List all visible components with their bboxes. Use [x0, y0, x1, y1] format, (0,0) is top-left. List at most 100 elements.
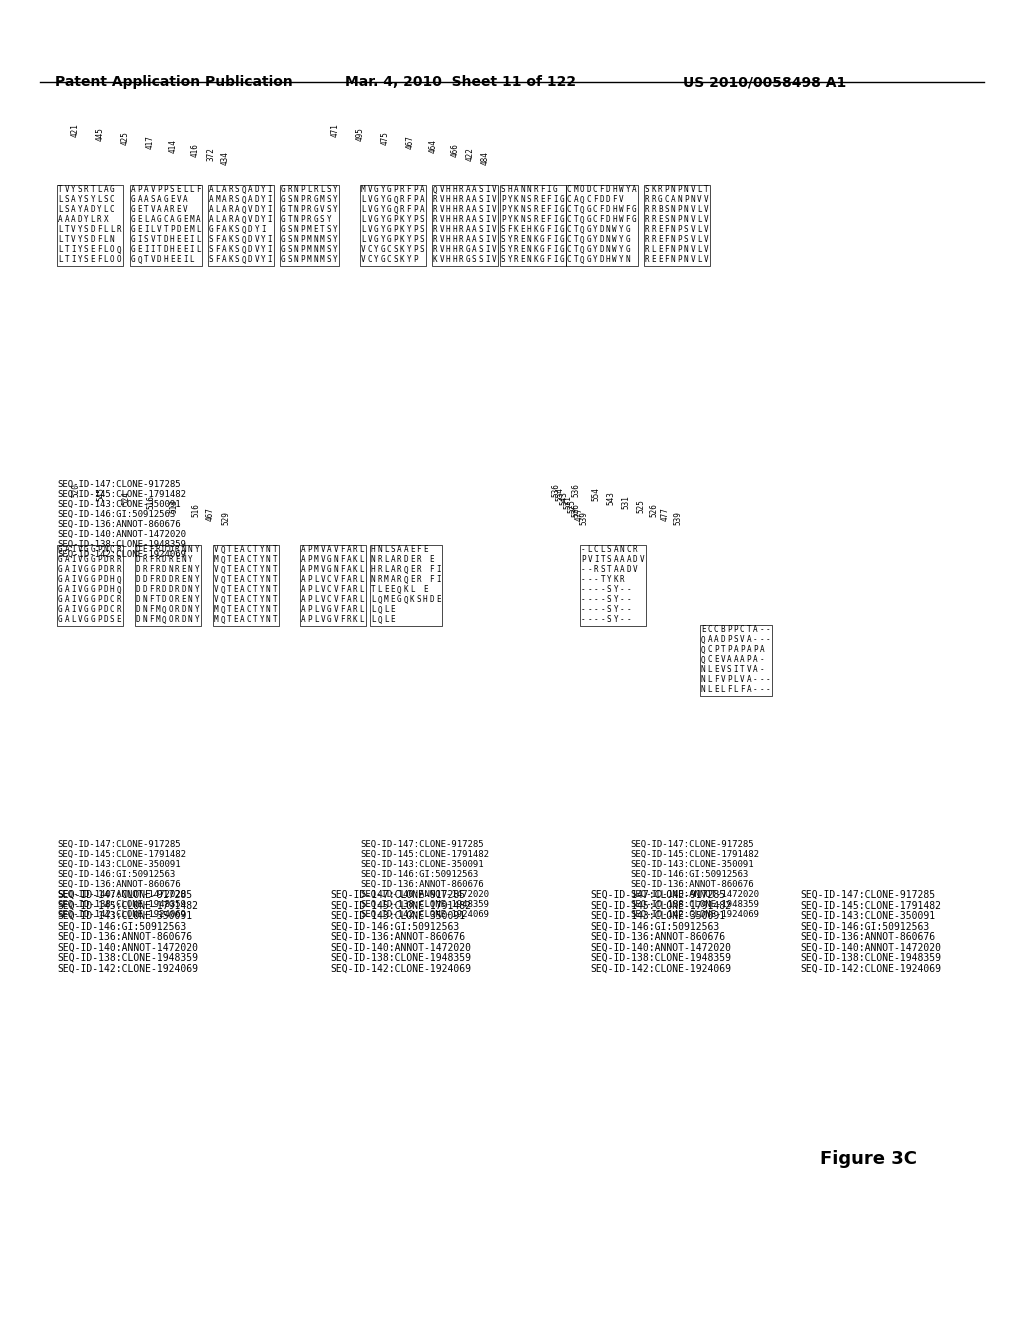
Text: V: V — [214, 565, 218, 574]
Text: L: L — [58, 195, 62, 205]
Text: F: F — [148, 586, 154, 594]
Text: L: L — [103, 246, 109, 255]
Text: Y: Y — [259, 586, 264, 594]
Text: H: H — [445, 215, 451, 224]
Text: I: I — [485, 226, 489, 235]
Text: F: F — [340, 545, 344, 554]
Text: I: I — [151, 246, 155, 255]
Text: F: F — [97, 235, 101, 244]
Text: P: P — [164, 186, 168, 194]
Text: A: A — [472, 186, 476, 194]
Text: S: S — [527, 195, 531, 205]
Text: L: L — [97, 186, 101, 194]
Text: -: - — [760, 676, 764, 685]
Text: R: R — [156, 576, 160, 585]
Text: T: T — [272, 595, 278, 605]
Text: A: A — [390, 556, 395, 565]
Text: SEQ-ID-140:ANNOT-1472020: SEQ-ID-140:ANNOT-1472020 — [57, 890, 186, 899]
Text: D: D — [103, 565, 109, 574]
Text: L: L — [371, 606, 376, 615]
Text: R: R — [228, 186, 233, 194]
Text: -: - — [588, 595, 592, 605]
Text: H: H — [445, 195, 451, 205]
Text: I: I — [71, 586, 76, 594]
Text: L: L — [378, 586, 382, 594]
Text: D: D — [162, 576, 167, 585]
Text: H: H — [612, 186, 617, 194]
Text: D: D — [176, 226, 181, 235]
Text: 513: 513 — [169, 499, 178, 513]
Text: M: M — [319, 235, 325, 244]
Text: G: G — [387, 215, 391, 224]
Text: SEQ-ID-146:GI:50912563: SEQ-ID-146:GI:50912563 — [360, 870, 478, 879]
Text: P: P — [300, 215, 305, 224]
Text: L: L — [314, 586, 318, 594]
Text: P: P — [307, 615, 312, 624]
Text: F: F — [148, 576, 154, 585]
Text: P: P — [678, 206, 682, 214]
Text: E: E — [410, 556, 415, 565]
Text: N: N — [690, 195, 695, 205]
Text: R: R — [397, 565, 401, 574]
Text: SEQ-ID-145:CLONE-1791482: SEQ-ID-145:CLONE-1791482 — [57, 850, 186, 859]
Text: R: R — [353, 595, 357, 605]
Text: H: H — [606, 256, 610, 264]
Text: Q: Q — [242, 215, 246, 224]
Text: A: A — [301, 586, 305, 594]
Text: D: D — [248, 256, 253, 264]
Text: E: E — [658, 215, 663, 224]
Text: I: I — [71, 545, 76, 554]
Text: H: H — [527, 226, 531, 235]
Text: R: R — [378, 576, 382, 585]
Text: N: N — [294, 226, 299, 235]
Text: 529: 529 — [221, 511, 230, 525]
Text: K: K — [228, 226, 233, 235]
Text: 466: 466 — [451, 143, 460, 157]
Text: F: F — [340, 556, 344, 565]
Text: 536: 536 — [551, 483, 560, 496]
Text: SEQ-ID-140:ANNOT-1472020: SEQ-ID-140:ANNOT-1472020 — [360, 890, 489, 899]
Text: L: L — [588, 545, 592, 554]
Text: Y: Y — [613, 606, 618, 615]
Text: SEQ-ID-138:CLONE-1948359: SEQ-ID-138:CLONE-1948359 — [57, 540, 186, 549]
Text: S: S — [209, 235, 214, 244]
Text: P: P — [678, 226, 682, 235]
Text: L: L — [733, 685, 738, 694]
Text: A: A — [632, 186, 637, 194]
Text: V: V — [78, 606, 82, 615]
Text: L: L — [359, 556, 365, 565]
Text: G: G — [58, 556, 62, 565]
Text: I: I — [553, 235, 557, 244]
Text: N: N — [266, 615, 270, 624]
Text: -: - — [766, 676, 771, 685]
Text: D: D — [162, 586, 167, 594]
Text: T: T — [227, 586, 231, 594]
Text: R: R — [307, 206, 311, 214]
Text: S: S — [327, 186, 331, 194]
Text: L: L — [103, 235, 109, 244]
Text: T: T — [600, 576, 605, 585]
Text: N: N — [168, 565, 173, 574]
Text: V: V — [492, 246, 496, 255]
Text: C: C — [593, 186, 598, 194]
Text: -: - — [588, 606, 592, 615]
Text: A: A — [151, 215, 155, 224]
Text: C: C — [567, 206, 571, 214]
Text: G: G — [281, 195, 286, 205]
Text: F: F — [547, 206, 551, 214]
Text: A: A — [222, 235, 226, 244]
Text: N: N — [294, 246, 299, 255]
Text: N: N — [294, 256, 299, 264]
Text: D: D — [103, 556, 109, 565]
Text: P: P — [307, 595, 312, 605]
Text: G: G — [58, 586, 62, 594]
Text: P: P — [678, 186, 682, 194]
Text: D: D — [90, 226, 95, 235]
Text: F: F — [665, 246, 669, 255]
Text: D: D — [136, 545, 140, 554]
Text: L: L — [359, 586, 365, 594]
Text: R: R — [417, 576, 421, 585]
Text: C: C — [567, 235, 571, 244]
Text: L: L — [697, 246, 701, 255]
Text: L: L — [151, 226, 155, 235]
